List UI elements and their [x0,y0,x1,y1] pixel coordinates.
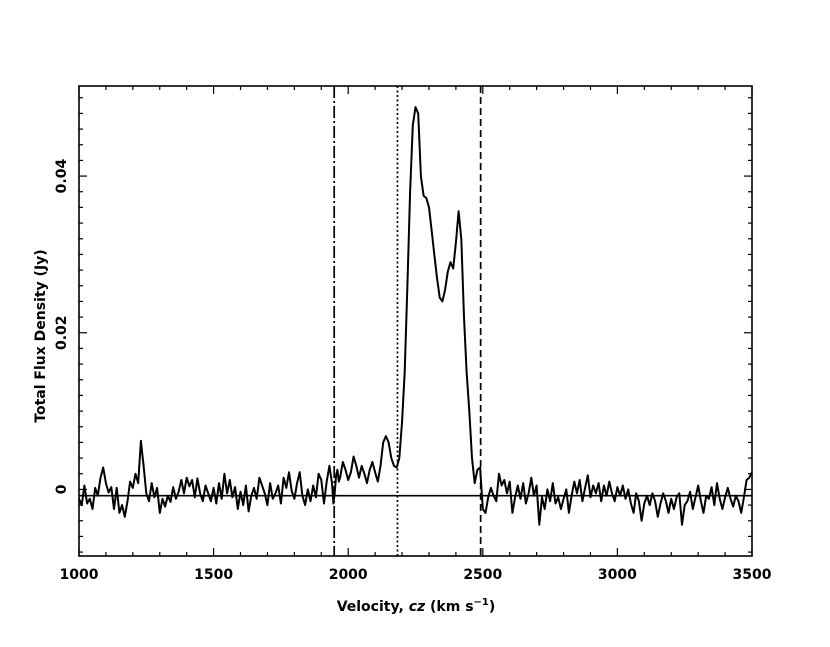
y-tick-label: 0 [54,484,70,494]
y-tick-label: 0.02 [54,315,70,350]
x-tick-label: 3000 [598,567,637,583]
x-tick-label: 3500 [733,567,772,583]
y-tick-label: 0.04 [54,159,70,194]
x-tick-label: 1000 [60,567,99,583]
plot-frame [78,85,753,557]
x-tick-label: 2000 [329,567,368,583]
y-axis-title: Total Flux Density (Jy) [33,249,49,422]
x-tick-label: 1500 [194,567,233,583]
spectrum-line [78,106,753,526]
x-axis-title: Velocity, cz (km s−1) [337,597,496,615]
x-tick-label: 2500 [463,567,502,583]
